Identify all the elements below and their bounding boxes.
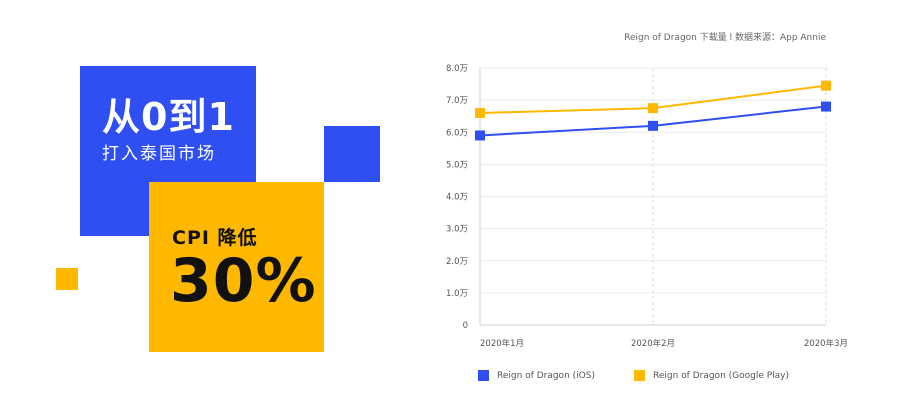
x-tick-label: 2020年3月 xyxy=(804,338,848,349)
x-tick-label: 2020年2月 xyxy=(631,338,675,349)
data-point-1 xyxy=(821,80,831,91)
data-point-1 xyxy=(648,103,658,114)
promo-subline: 打入泰国市场 xyxy=(102,144,216,164)
yellow-square-decoration xyxy=(56,268,78,290)
y-tick-label: 5.0万 xyxy=(446,160,468,170)
cpi-value: 30% xyxy=(170,246,317,316)
y-tick-label: 6.0万 xyxy=(446,128,468,138)
y-tick-label: 4.0万 xyxy=(446,193,468,203)
cpi-label: CPI 降低 xyxy=(172,227,258,249)
yellow-block xyxy=(149,182,324,352)
legend-item-google-play: Reign of Dragon (Google Play) xyxy=(634,370,789,381)
legend-swatch-ios xyxy=(478,370,489,381)
legend-swatch-google-play xyxy=(634,370,645,381)
data-point-0 xyxy=(821,101,831,112)
data-point-1 xyxy=(475,107,485,118)
data-point-0 xyxy=(648,120,658,131)
y-tick-label: 7.0万 xyxy=(446,96,468,106)
legend-label-ios: Reign of Dragon (iOS) xyxy=(497,370,595,381)
legend-label-google-play: Reign of Dragon (Google Play) xyxy=(653,370,790,381)
blue-square-decoration xyxy=(324,126,380,182)
y-tick-label: 2.0万 xyxy=(446,257,468,267)
data-point-0 xyxy=(475,130,485,141)
y-tick-label: 0 xyxy=(463,321,468,331)
chart-title: Reign of Dragon 下载量 l 数据来源：App Annie xyxy=(624,33,826,43)
promo-headline: 从0到1 xyxy=(102,95,235,139)
legend-item-ios: Reign of Dragon (iOS) xyxy=(478,370,595,381)
y-tick-label: 3.0万 xyxy=(446,225,468,235)
y-tick-label: 1.0万 xyxy=(446,289,468,299)
x-tick-label: 2020年1月 xyxy=(480,338,524,349)
y-tick-label: 8.0万 xyxy=(446,64,468,74)
